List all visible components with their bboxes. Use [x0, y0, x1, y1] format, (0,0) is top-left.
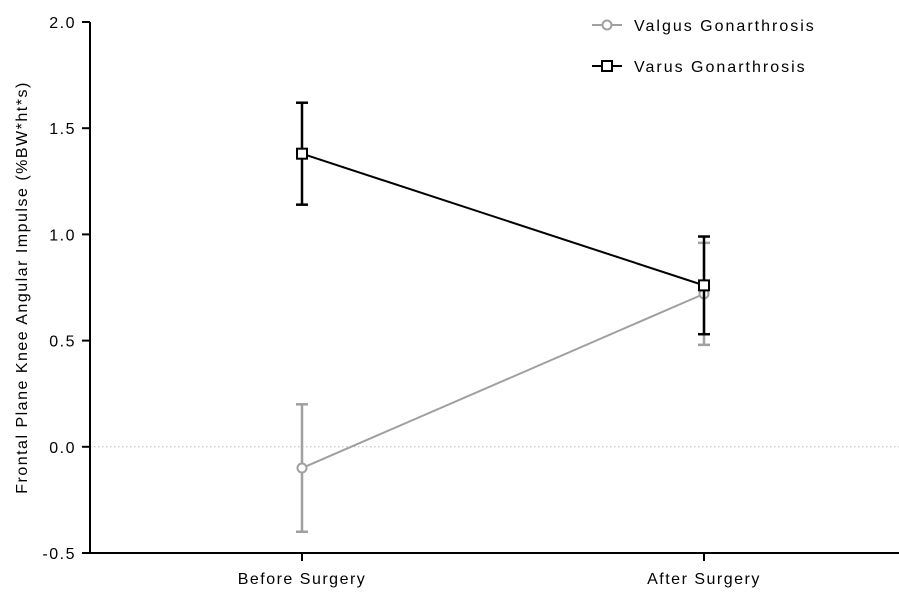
- x-tick-label: After Surgery: [647, 571, 761, 588]
- series-varus: [296, 101, 710, 336]
- legend: Valgus Gonarthrosis Varus Gonarthrosis: [592, 18, 816, 76]
- legend-marker: [601, 60, 613, 72]
- data-point: [296, 462, 308, 474]
- y-tick-label: 0.0: [49, 440, 76, 457]
- legend-item: Valgus Gonarthrosis: [592, 18, 816, 35]
- series-line: [301, 152, 705, 287]
- series: [296, 101, 710, 534]
- y-tick-label: 0.5: [49, 334, 76, 351]
- legend-marker: [601, 19, 613, 31]
- y-tick-label: 1.0: [49, 227, 76, 244]
- series-line: [301, 292, 705, 469]
- data-point: [296, 147, 308, 160]
- data-point: [698, 279, 710, 292]
- y-ticks: -0.5 0.0 0.5 1.0 1.5 2.0: [42, 15, 90, 563]
- y-axis-title: Frontal Plane Knee Angular Impulse (%BW*…: [14, 81, 31, 494]
- x-ticks: Before Surgery After Surgery: [238, 553, 761, 588]
- legend-item: Varus Gonarthrosis: [592, 59, 807, 76]
- series-valgus: [296, 241, 710, 534]
- y-tick-label: -0.5: [42, 546, 76, 563]
- y-tick-label: 1.5: [49, 121, 76, 138]
- x-tick-label: Before Surgery: [238, 571, 367, 588]
- axes: [89, 22, 899, 554]
- legend-label: Varus Gonarthrosis: [634, 59, 807, 76]
- y-tick-label: 2.0: [49, 15, 76, 32]
- legend-label: Valgus Gonarthrosis: [634, 18, 816, 35]
